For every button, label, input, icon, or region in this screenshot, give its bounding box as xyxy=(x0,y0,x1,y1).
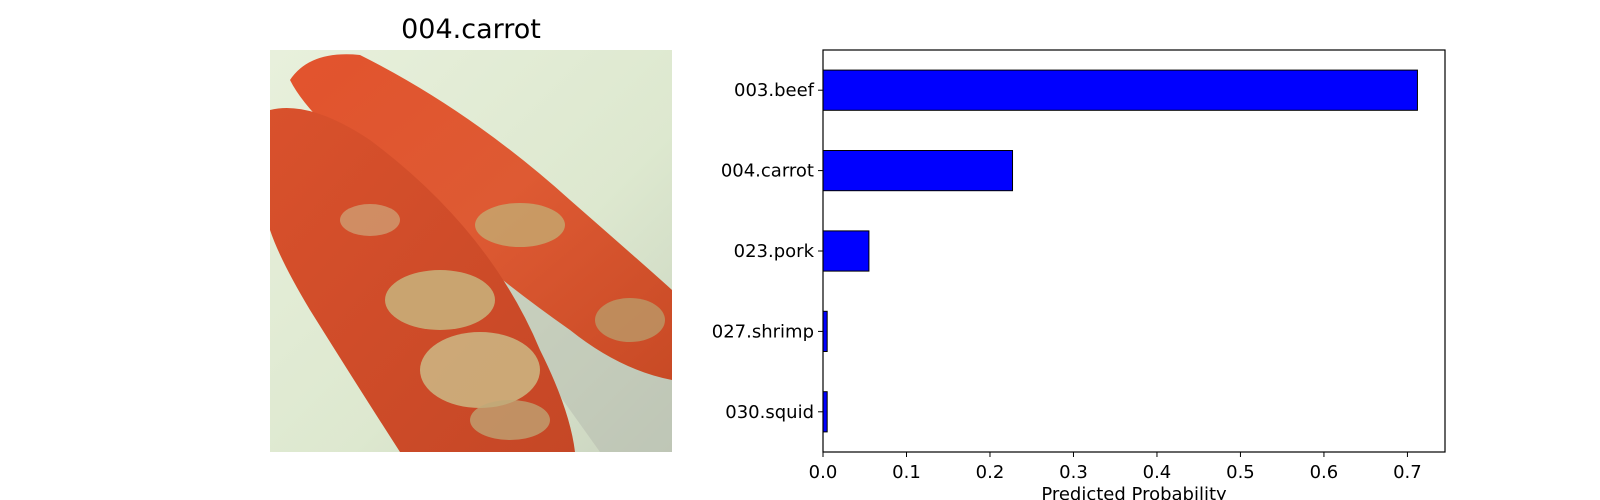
bar-023.pork xyxy=(822,230,870,272)
x-tick-label: 0.4 xyxy=(1143,462,1172,483)
carrot-photo xyxy=(270,50,672,452)
bar-003.beef xyxy=(822,69,1418,111)
y-tick-label: 004.carrot xyxy=(721,161,814,182)
y-tick-label: 027.shrimp xyxy=(712,321,814,342)
image-title: 004.carrot xyxy=(401,14,541,45)
x-tick-label: 0.1 xyxy=(892,462,921,483)
x-tick-label: 0.0 xyxy=(809,462,838,483)
bars-group xyxy=(822,69,1418,433)
y-tick-label: 003.beef xyxy=(734,80,815,101)
bar-004.carrot xyxy=(822,150,1014,192)
bar-030.squid xyxy=(822,391,828,433)
x-tick-label: 0.3 xyxy=(1059,462,1088,483)
bar-027.shrimp xyxy=(822,310,828,352)
x-tick-label: 0.7 xyxy=(1393,462,1422,483)
x-tick-label: 0.2 xyxy=(976,462,1005,483)
y-axis-ticks: 003.beef 004.carrot 023.pork 027.shrimp 030.… xyxy=(712,80,823,423)
y-tick-label: 030.squid xyxy=(725,402,814,423)
x-axis-label: Predicted Probability xyxy=(1041,484,1227,500)
x-tick-label: 0.5 xyxy=(1226,462,1255,483)
y-tick-label: 023.pork xyxy=(734,241,815,262)
x-tick-label: 0.6 xyxy=(1310,462,1339,483)
x-axis-ticks: 0.0 0.1 0.2 0.3 0.4 0.5 0.6 0.7 xyxy=(809,452,1422,483)
